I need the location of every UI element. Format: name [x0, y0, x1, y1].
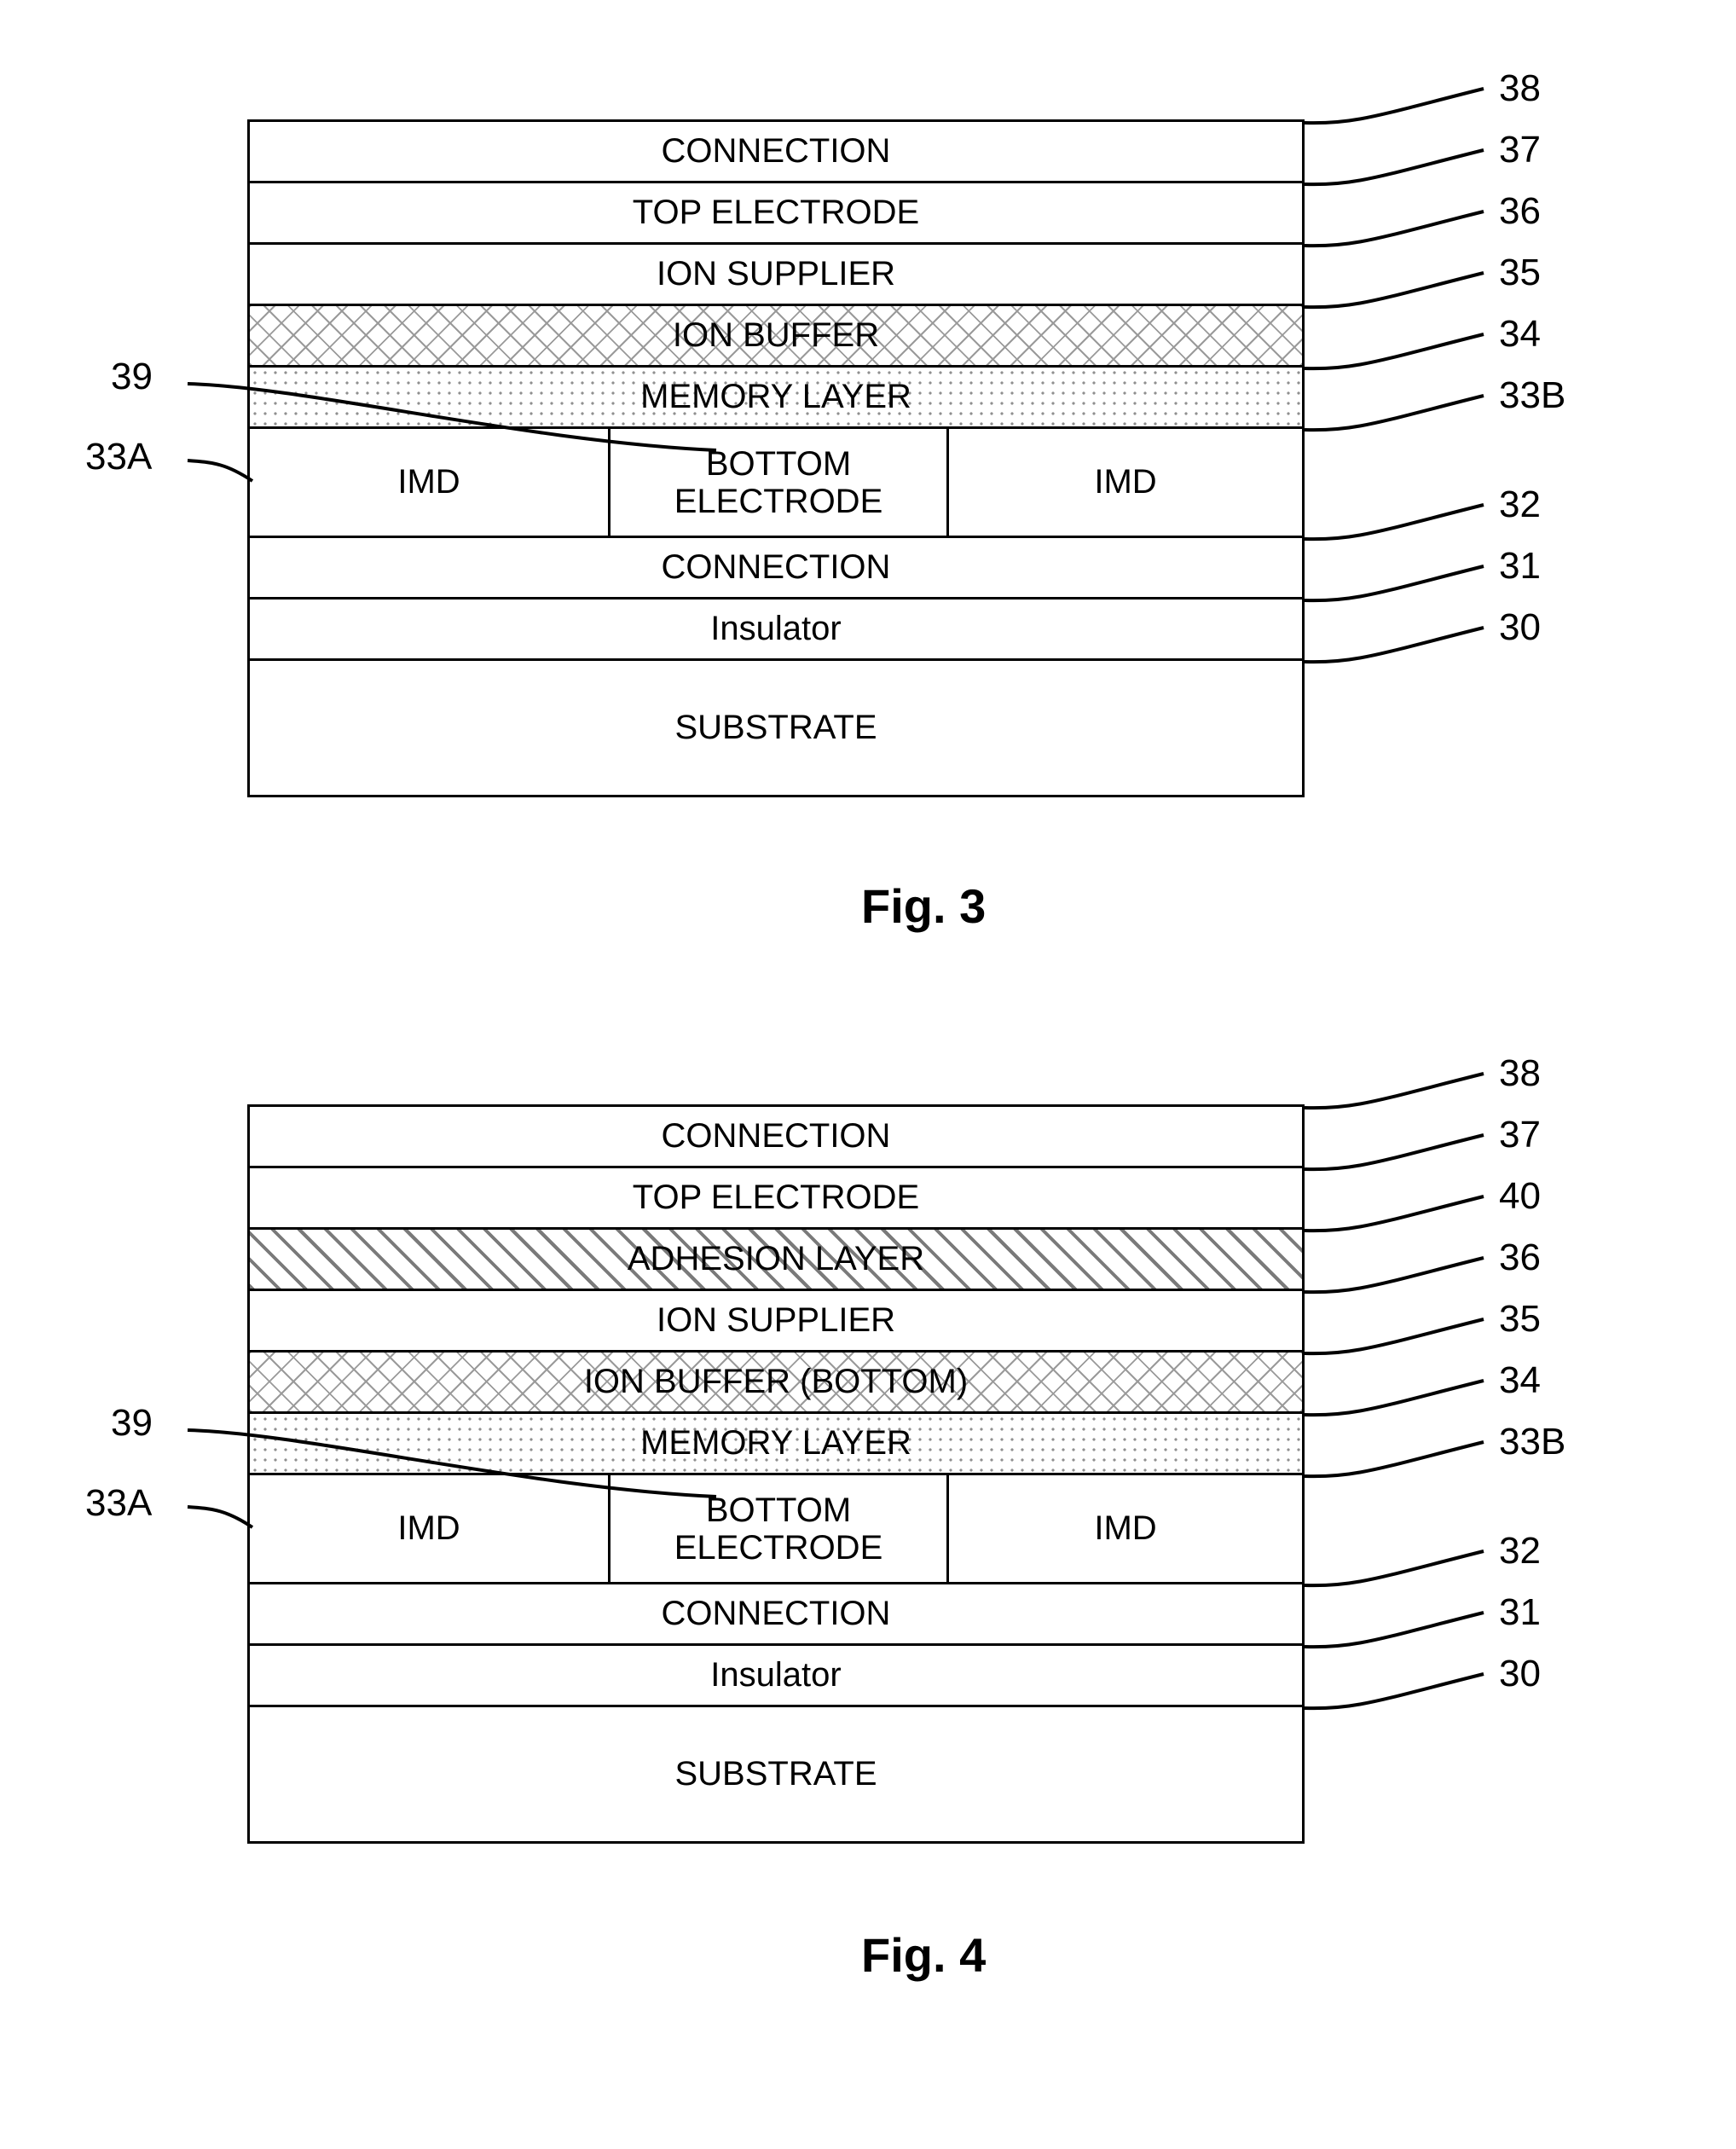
label-num-39: 39: [111, 356, 153, 397]
leader-38: [1305, 89, 1484, 123]
leader-31: [1305, 1613, 1484, 1647]
layer-30: SUBSTRATE: [250, 1707, 1302, 1844]
bottom-electrode-label: BOTTOM ELECTRODE: [674, 445, 883, 520]
layer-32: CONNECTION: [250, 538, 1302, 600]
label-num-33A: 33A: [85, 1482, 153, 1524]
bottom-electrode: BOTTOM ELECTRODE: [608, 429, 949, 536]
layer-40-label: ADHESION LAYER: [622, 1240, 929, 1278]
leader-30: [1305, 1674, 1484, 1708]
leader-34: [1305, 334, 1484, 368]
layer-31-label: Insulator: [705, 1656, 846, 1694]
leader-34: [1305, 1381, 1484, 1415]
label-num-38: 38: [1499, 67, 1541, 109]
layer-34: MEMORY LAYER: [250, 368, 1302, 429]
leader-37: [1305, 1135, 1484, 1169]
label-num-37: 37: [1499, 1114, 1541, 1156]
layer-32: CONNECTION: [250, 1584, 1302, 1646]
layer-35-label: ION BUFFER: [668, 316, 884, 355]
label-num-34: 34: [1499, 313, 1541, 355]
label-num-36: 36: [1499, 1237, 1541, 1278]
layer-37-label: TOP ELECTRODE: [628, 1179, 924, 1217]
label-num-33B: 33B: [1499, 1421, 1565, 1463]
label-num-30: 30: [1499, 1653, 1541, 1694]
leader-33B: [1305, 396, 1484, 430]
layer-37: TOP ELECTRODE: [250, 183, 1302, 245]
layer-30: SUBSTRATE: [250, 661, 1302, 797]
layer-34: MEMORY LAYER: [250, 1414, 1302, 1475]
leader-40: [1305, 1196, 1484, 1231]
imd-left: IMD: [250, 429, 608, 536]
leader-35: [1305, 273, 1484, 307]
label-num-34: 34: [1499, 1359, 1541, 1401]
leader-35: [1305, 1319, 1484, 1353]
leader-33B: [1305, 1442, 1484, 1476]
label-num-35: 35: [1499, 1298, 1541, 1340]
layer-35-label: ION BUFFER (BOTTOM): [579, 1363, 973, 1401]
fig4-stack: CONNECTION TOP ELECTRODE ADHESION LAYER ION…: [247, 1104, 1305, 1844]
layer-31-label: Insulator: [705, 610, 846, 648]
leader-36: [1305, 1258, 1484, 1292]
label-num-37: 37: [1499, 129, 1541, 171]
layer-36-label: ION SUPPLIER: [651, 255, 900, 293]
layer-36: ION SUPPLIER: [250, 1291, 1302, 1353]
layer-40: ADHESION LAYER: [250, 1230, 1302, 1291]
layer-electrode-row: IMD BOTTOM ELECTRODE IMD: [250, 429, 1302, 538]
layer-37-label: TOP ELECTRODE: [628, 194, 924, 232]
layer-30-label: SUBSTRATE: [669, 1755, 882, 1793]
label-num-32: 32: [1499, 1530, 1541, 1572]
layer-38: CONNECTION: [250, 122, 1302, 183]
bottom-electrode: BOTTOM ELECTRODE: [608, 1475, 949, 1582]
layer-36-label: ION SUPPLIER: [651, 1301, 900, 1340]
label-num-35: 35: [1499, 252, 1541, 293]
fig4-caption: Fig. 4: [861, 1927, 986, 1983]
layer-30-label: SUBSTRATE: [669, 709, 882, 747]
layer-38-label: CONNECTION: [657, 1117, 896, 1156]
layer-31: Insulator: [250, 600, 1302, 661]
leader-33A: [188, 460, 252, 481]
layer-35: ION BUFFER: [250, 306, 1302, 368]
leader-36: [1305, 211, 1484, 246]
leader-37: [1305, 150, 1484, 184]
imd-right-label: IMD: [1094, 463, 1156, 501]
label-num-38: 38: [1499, 1052, 1541, 1094]
imd-left-label: IMD: [397, 463, 460, 501]
imd-right: IMD: [949, 429, 1302, 536]
imd-right-label: IMD: [1094, 1509, 1156, 1548]
label-num-31: 31: [1499, 1591, 1541, 1633]
bottom-electrode-label: BOTTOM ELECTRODE: [674, 1492, 883, 1567]
leader-38: [1305, 1074, 1484, 1108]
imd-left: IMD: [250, 1475, 608, 1582]
label-num-33B: 33B: [1499, 374, 1565, 416]
layer-38: CONNECTION: [250, 1107, 1302, 1168]
layer-35: ION BUFFER (BOTTOM): [250, 1353, 1302, 1414]
layer-32-label: CONNECTION: [657, 1595, 896, 1633]
label-num-32: 32: [1499, 484, 1541, 525]
layer-34-label: MEMORY LAYER: [635, 378, 917, 416]
label-num-36: 36: [1499, 190, 1541, 232]
layer-electrode-row: IMD BOTTOM ELECTRODE IMD: [250, 1475, 1302, 1584]
label-num-33A: 33A: [85, 436, 153, 478]
imd-right: IMD: [949, 1475, 1302, 1582]
leader-32: [1305, 1551, 1484, 1585]
imd-left-label: IMD: [397, 1509, 460, 1548]
label-num-30: 30: [1499, 606, 1541, 648]
layer-37: TOP ELECTRODE: [250, 1168, 1302, 1230]
leader-30: [1305, 628, 1484, 662]
leader-32: [1305, 505, 1484, 539]
fig3-stack: CONNECTION TOP ELECTRODE ION SUPPLIER ION B…: [247, 119, 1305, 797]
layer-34-label: MEMORY LAYER: [635, 1424, 917, 1463]
layer-36: ION SUPPLIER: [250, 245, 1302, 306]
label-num-39: 39: [111, 1402, 153, 1444]
layer-31: Insulator: [250, 1646, 1302, 1707]
fig3-caption: Fig. 3: [861, 878, 986, 934]
leader-33A: [188, 1507, 252, 1527]
leader-31: [1305, 566, 1484, 600]
layer-32-label: CONNECTION: [657, 548, 896, 587]
label-num-40: 40: [1499, 1175, 1541, 1217]
layer-38-label: CONNECTION: [657, 132, 896, 171]
label-num-31: 31: [1499, 545, 1541, 587]
